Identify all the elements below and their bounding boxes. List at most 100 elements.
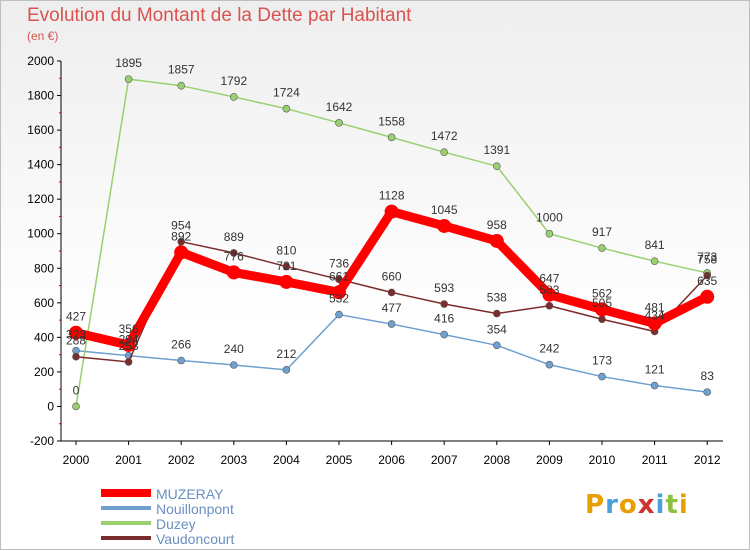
data-point-nouillonpont	[598, 372, 606, 381]
legend-swatch-nouillonpont	[101, 506, 151, 510]
legend-label-duzey: Duzey	[156, 516, 196, 532]
data-label-duzey: 1724	[273, 86, 300, 100]
data-point-vaudoncourt	[177, 237, 185, 246]
data-label-duzey: 841	[645, 238, 665, 252]
data-label-duzey: 1642	[326, 100, 353, 114]
x-tick-label: 2006	[378, 453, 405, 467]
data-point-duzey	[545, 229, 554, 238]
data-label-duzey: 773	[697, 250, 717, 264]
data-label-vaudoncourt: 583	[539, 283, 559, 297]
data-label-muzeray: 635	[697, 274, 717, 288]
data-label-duzey: 1472	[431, 129, 458, 143]
data-point-muzeray	[647, 316, 662, 331]
legend-label-nouillonpont: Nouillonpont	[156, 501, 234, 517]
data-label-nouillonpont: 121	[645, 363, 665, 377]
data-label-vaudoncourt: 593	[434, 281, 454, 295]
data-point-muzeray	[332, 285, 346, 300]
data-point-vaudoncourt	[124, 358, 133, 366]
data-label-vaudoncourt: 758	[697, 253, 717, 267]
legend-label-vaudoncourt: Vaudoncourt	[156, 531, 234, 547]
data-label-vaudoncourt: 736	[329, 256, 349, 270]
data-point-vaudoncourt	[703, 271, 712, 280]
data-label-muzeray: 427	[66, 310, 86, 324]
data-label-nouillonpont: 532	[329, 292, 349, 306]
data-point-muzeray	[542, 287, 557, 302]
data-point-muzeray	[595, 302, 609, 317]
y-tick-label: 600	[34, 296, 54, 310]
y-tick-label: 400	[34, 330, 54, 344]
x-tick-label: 2003	[220, 453, 247, 467]
x-tick-label: 2012	[694, 453, 721, 467]
data-point-muzeray	[69, 325, 83, 340]
data-label-duzey: 0	[73, 383, 80, 397]
y-tick-label: 1400	[27, 158, 54, 172]
data-point-nouillonpont	[545, 360, 554, 369]
data-point-vaudoncourt	[545, 301, 554, 310]
x-tick-label: 2005	[326, 453, 353, 467]
data-point-duzey	[387, 133, 396, 142]
data-label-nouillonpont: 212	[276, 347, 296, 361]
proxiti-logo: Proxiti	[585, 490, 689, 520]
data-point-vaudoncourt	[230, 249, 238, 257]
x-tick-label: 2001	[115, 453, 142, 467]
data-point-muzeray	[700, 289, 715, 304]
legend-swatch-muzeray	[101, 489, 151, 497]
data-label-vaudoncourt: 288	[66, 334, 86, 348]
data-label-muzeray: 776	[224, 249, 244, 263]
data-point-duzey	[282, 104, 291, 113]
data-label-muzeray: 1128	[379, 189, 405, 203]
legend-label-muzeray: MUZERAY	[156, 486, 224, 502]
data-label-muzeray: 958	[487, 218, 507, 232]
data-point-muzeray	[437, 218, 452, 233]
data-point-duzey	[650, 257, 659, 265]
data-point-duzey	[177, 81, 185, 90]
data-label-nouillonpont: 354	[487, 322, 507, 336]
data-point-nouillonpont	[440, 330, 449, 339]
x-tick-label: 2011	[642, 453, 668, 467]
data-label-muzeray: 721	[276, 259, 296, 273]
data-label-vaudoncourt: 434	[645, 308, 665, 322]
data-point-muzeray	[279, 274, 294, 289]
y-tick-label: 2000	[27, 54, 54, 68]
x-tick-label: 2010	[589, 453, 616, 467]
data-label-muzeray: 1045	[431, 203, 458, 217]
data-label-muzeray: 661	[329, 269, 349, 283]
data-label-muzeray: 892	[171, 229, 191, 243]
data-point-nouillonpont	[177, 356, 185, 365]
data-point-vaudoncourt	[72, 352, 80, 361]
data-label-muzeray: 562	[592, 286, 612, 300]
legend-swatch-vaudoncourt	[101, 536, 151, 540]
data-point-duzey	[72, 402, 80, 411]
y-tick-label: 0	[47, 399, 54, 413]
unit-label: (en €)	[27, 29, 59, 43]
x-tick-label: 2002	[168, 453, 195, 467]
data-point-duzey	[598, 244, 606, 252]
data-label-nouillonpont: 173	[592, 354, 612, 368]
y-tick-label: 1200	[27, 192, 54, 206]
data-label-vaudoncourt: 889	[224, 230, 244, 244]
data-label-muzeray: 356	[119, 322, 139, 336]
data-label-duzey: 1000	[536, 211, 563, 225]
data-point-nouillonpont	[703, 388, 712, 396]
data-point-duzey	[440, 148, 449, 156]
data-label-vaudoncourt: 538	[487, 291, 507, 305]
data-point-nouillonpont	[282, 366, 291, 374]
data-label-nouillonpont: 477	[382, 301, 402, 315]
y-tick-label: 800	[34, 261, 54, 275]
data-label-vaudoncourt: 810	[276, 244, 296, 258]
data-point-vaudoncourt	[282, 262, 291, 271]
data-point-nouillonpont	[387, 320, 396, 328]
y-tick-label: 1600	[27, 123, 54, 137]
data-label-nouillonpont: 83	[701, 369, 715, 383]
data-label-vaudoncourt: 258	[119, 339, 139, 353]
data-label-muzeray: 481	[645, 300, 665, 314]
data-point-muzeray	[226, 265, 241, 280]
data-point-vaudoncourt	[598, 315, 606, 324]
data-label-nouillonpont: 240	[224, 342, 244, 356]
data-point-nouillonpont	[335, 310, 343, 319]
data-point-duzey	[335, 119, 343, 127]
data-label-nouillonpont: 242	[539, 342, 559, 356]
data-point-muzeray	[489, 233, 504, 248]
data-label-duzey: 1857	[168, 63, 195, 77]
